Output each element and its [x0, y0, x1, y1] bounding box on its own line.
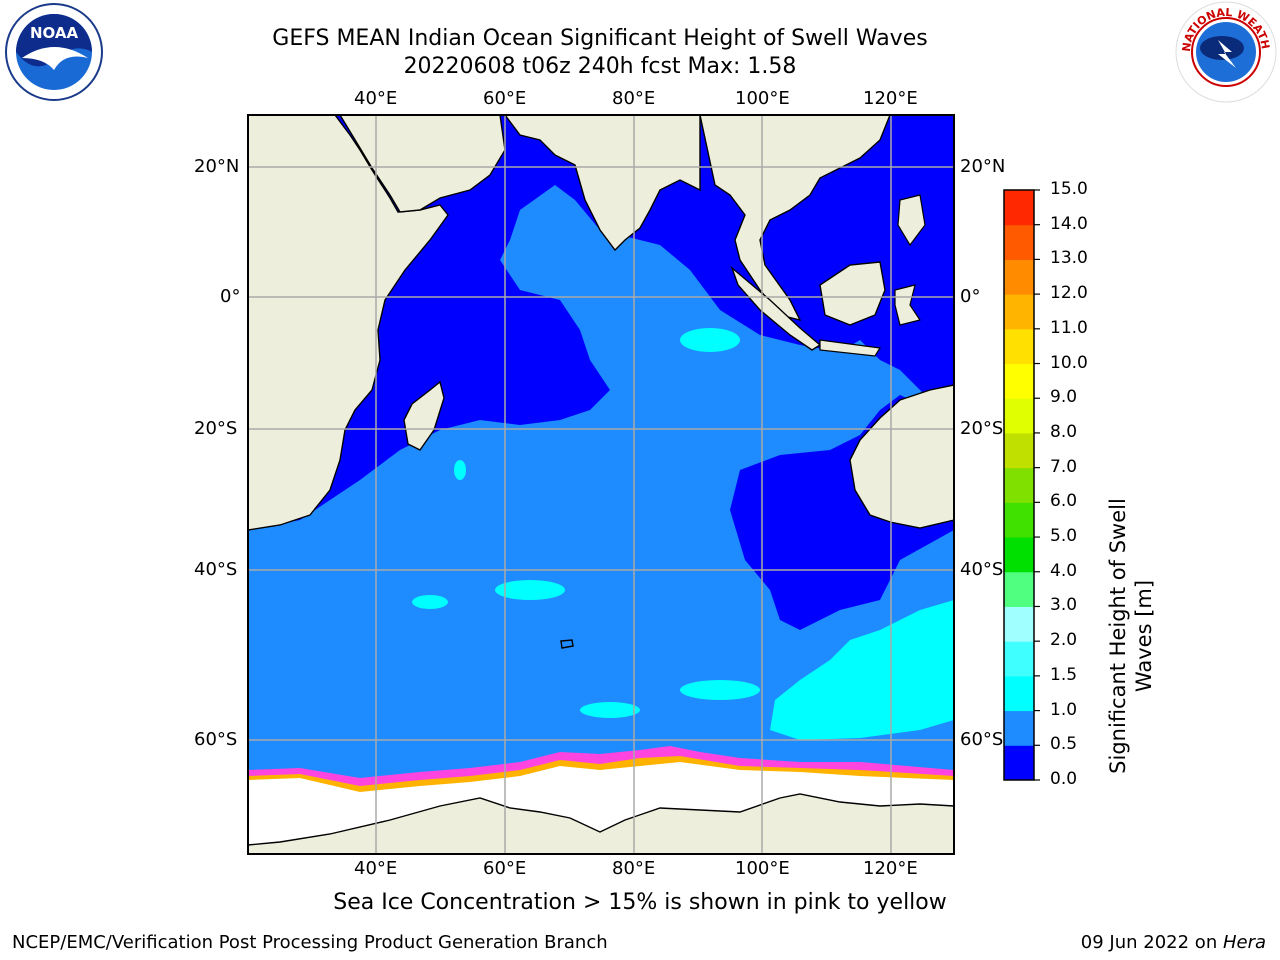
colorbar-tick-label: 6.0	[1050, 491, 1078, 512]
lon-label-bottom: 80°E	[612, 858, 656, 879]
lon-label-top: 80°E	[612, 88, 656, 109]
colorbar-segment	[1004, 745, 1034, 781]
colorbar-segment	[1004, 432, 1034, 469]
colorbar-tick-label: 5.0	[1050, 526, 1078, 547]
colorbar-tick-label: 8.0	[1050, 421, 1078, 442]
colorbar-tick-label: 13.0	[1050, 248, 1088, 269]
colorbar-tick-label: 3.0	[1050, 595, 1078, 616]
colorbar-tick-label: 0.5	[1050, 734, 1078, 755]
colorbar-tick-label: 0.0	[1050, 769, 1078, 789]
run-date: 09 Jun 2022 on Hera	[1080, 932, 1266, 953]
colorbar-tick-label: 2.0	[1050, 630, 1078, 651]
lon-label-top: 60°E	[483, 88, 527, 109]
colorbar-segment	[1004, 606, 1034, 642]
lon-label-bottom: 100°E	[735, 858, 790, 879]
colorbar-tick-label: 11.0	[1050, 317, 1088, 338]
lon-label-top: 40°E	[354, 88, 398, 109]
branch-credit: NCEP/EMC/Verification Post Processing Pr…	[12, 932, 608, 953]
lat-label-left: 20°N	[194, 156, 240, 177]
land-arabia	[339, 115, 506, 213]
lat-label-left: 0°	[220, 286, 241, 307]
colorbar-segment	[1004, 537, 1034, 573]
land-sumatra	[730, 265, 822, 351]
colorbar-segment	[1004, 467, 1034, 503]
lon-label-top: 100°E	[735, 88, 790, 109]
lat-label-left: 40°S	[194, 559, 238, 580]
colorbar-tick-label: 15.0	[1050, 179, 1088, 199]
colorbar-tick-label: 1.0	[1050, 699, 1078, 720]
colorbar-frame	[1003, 189, 1035, 781]
machine-name: Hera	[1222, 932, 1266, 953]
colorbar-segment	[1004, 294, 1034, 330]
lon-label-top: 120°E	[863, 88, 918, 109]
graticule	[248, 115, 954, 854]
noaa-logo-icon: NOAA	[5, 3, 103, 101]
lat-label-right: 20°S	[960, 418, 1004, 439]
land-kerguelen	[560, 639, 574, 649]
land-india	[504, 115, 701, 252]
land-java	[819, 339, 882, 357]
map-frame	[247, 114, 955, 855]
svg-text:NOAA: NOAA	[30, 24, 79, 42]
colorbar-tick-label: 14.0	[1050, 213, 1088, 234]
lon-label-bottom: 40°E	[354, 858, 398, 879]
colorbar-tick-label: 9.0	[1050, 387, 1078, 408]
lat-label-right: 0°	[960, 286, 981, 307]
land-borneo	[819, 261, 886, 326]
high-swell-region-southeast	[770, 600, 954, 740]
lat-label-left: 20°S	[194, 418, 238, 439]
colorbar-segment	[1004, 571, 1034, 607]
colorbar-tick-label: 10.0	[1050, 352, 1088, 373]
colorbar-segment	[1004, 259, 1034, 295]
colorbar-segment	[1004, 328, 1034, 365]
colorbar-tick-label: 1.5	[1050, 664, 1078, 685]
lon-label-bottom: 120°E	[863, 858, 918, 879]
colorbar-segment	[1004, 502, 1034, 538]
colorbar-tick-label: 4.0	[1050, 560, 1078, 581]
colorbar-segment	[1004, 190, 1034, 226]
sea-ice-note: Sea Ice Concentration > 15% is shown in …	[333, 890, 947, 915]
colorbar-segment	[1004, 363, 1034, 399]
colorbar-segment	[1004, 710, 1034, 746]
colorbar-segment	[1004, 224, 1034, 260]
lon-label-bottom: 60°E	[483, 858, 527, 879]
nws-logo-icon: NATIONAL WEATHER SERVICE	[1174, 0, 1277, 103]
land-madagascar	[403, 380, 445, 451]
lat-label-right: 20°N	[960, 156, 1006, 177]
chart-title: GEFS MEAN Indian Ocean Significant Heigh…	[272, 26, 928, 51]
lat-label-right: 40°S	[960, 559, 1004, 580]
chart-subtitle: 20220608 t06z 240h fcst Max: 1.58	[403, 54, 797, 79]
lat-label-left: 60°S	[194, 729, 238, 750]
land-australia	[849, 384, 954, 529]
colorbar-tick-label: 7.0	[1050, 456, 1078, 477]
colorbar-segment	[1004, 675, 1034, 712]
land-antarctica	[248, 793, 954, 854]
colorbar-tick-label: 12.0	[1050, 283, 1088, 304]
colorbar-segment	[1004, 641, 1034, 677]
lat-label-right: 60°S	[960, 729, 1004, 750]
colorbar-title: Significant Height of Swell Waves [m]	[1106, 498, 1156, 774]
colorbar-segment	[1004, 398, 1034, 434]
